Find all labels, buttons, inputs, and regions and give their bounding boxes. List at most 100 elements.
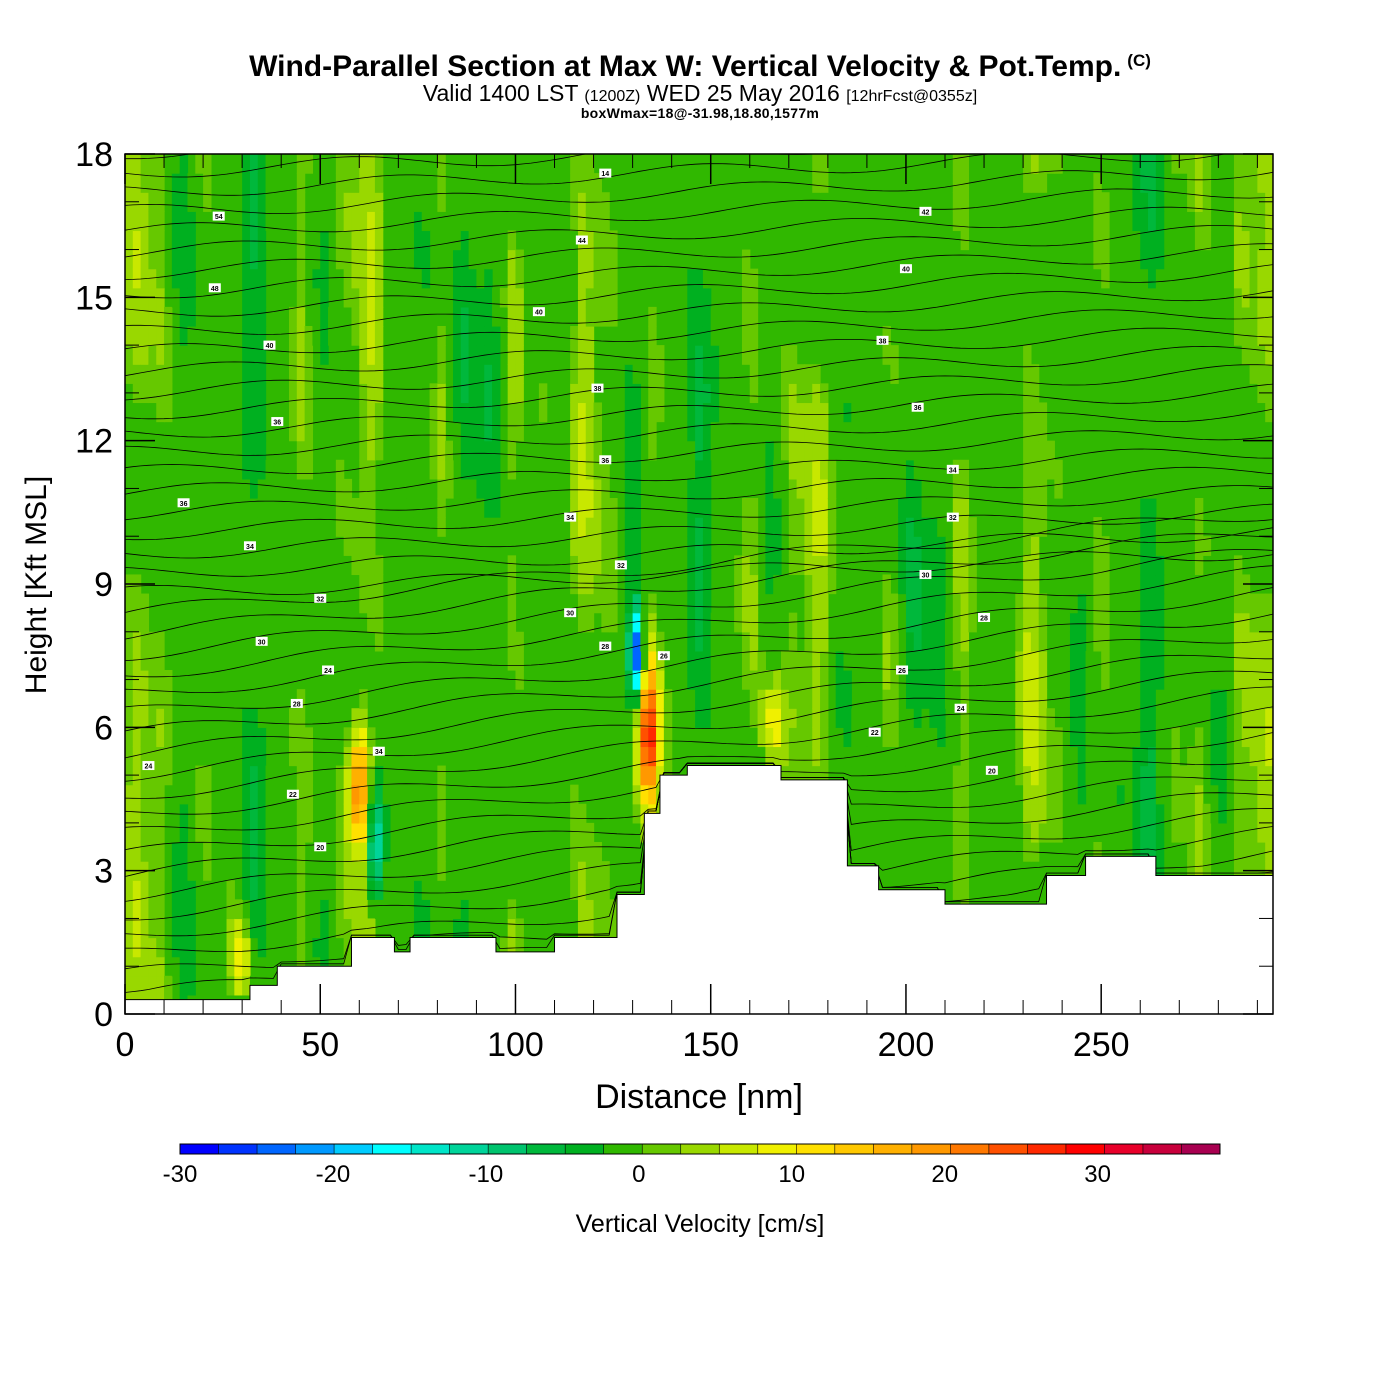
- velocity-cell: [242, 249, 251, 270]
- velocity-cell: [367, 154, 376, 174]
- theta-contour-line: [125, 345, 1273, 401]
- velocity-cell: [687, 498, 696, 518]
- velocity-cell: [1249, 822, 1258, 843]
- velocity-cell: [374, 746, 384, 767]
- velocity-cell: [773, 478, 782, 499]
- velocity-cell: [413, 555, 423, 576]
- velocity-cell: [156, 975, 165, 996]
- velocity-cell: [632, 784, 642, 805]
- velocity-cell: [710, 440, 720, 461]
- velocity-cell: [577, 880, 587, 900]
- velocity-cell: [609, 593, 618, 614]
- velocity-cell: [937, 708, 946, 728]
- velocity-cell: [1116, 173, 1126, 193]
- velocity-cell: [905, 192, 915, 212]
- velocity-cell: [265, 784, 274, 805]
- velocity-cell: [437, 459, 446, 480]
- velocity-cell: [1077, 650, 1087, 671]
- velocity-cell: [773, 498, 782, 518]
- velocity-cell: [171, 192, 181, 212]
- velocity-cell: [234, 975, 243, 996]
- velocity-cell: [1218, 803, 1227, 824]
- velocity-cell: [640, 727, 649, 748]
- theta-label: 26: [898, 668, 906, 675]
- velocity-cell: [1257, 154, 1266, 174]
- velocity-cell: [226, 937, 235, 958]
- velocity-cell: [601, 498, 610, 518]
- theta-contour-line: [125, 613, 1273, 709]
- velocity-cell: [1241, 708, 1251, 728]
- velocity-cell: [320, 364, 329, 384]
- velocity-cell: [624, 364, 634, 384]
- velocity-cell: [242, 211, 251, 232]
- velocity-cell: [921, 593, 930, 614]
- velocity-cell: [390, 192, 399, 212]
- velocity-cell: [921, 268, 930, 289]
- velocity-cell: [453, 306, 462, 327]
- velocity-cell: [1132, 574, 1141, 595]
- velocity-cell: [1233, 670, 1243, 690]
- velocity-cell: [413, 287, 423, 308]
- velocity-cell: [913, 498, 923, 518]
- velocity-cell: [1257, 689, 1266, 709]
- theta-label-bg: [372, 746, 385, 756]
- velocity-cell: [171, 880, 181, 900]
- velocity-cell: [804, 440, 813, 461]
- velocity-cell: [359, 326, 368, 346]
- velocity-cell: [570, 517, 579, 537]
- velocity-cell: [242, 784, 251, 805]
- velocity-cell: [484, 268, 493, 289]
- velocity-cell: [702, 708, 712, 728]
- velocity-cell: [796, 478, 806, 499]
- velocity-cell: [164, 345, 173, 365]
- colorbar-swatch: [1065, 1144, 1105, 1154]
- velocity-cell: [460, 478, 470, 499]
- velocity-cell: [593, 478, 602, 499]
- valid-time-line: Valid 1400 LST (1200Z) WED 25 May 2016 […: [0, 80, 1400, 107]
- velocity-cell: [249, 689, 259, 709]
- velocity-cell: [132, 631, 142, 652]
- velocity-cell: [624, 440, 634, 461]
- velocity-cell: [921, 574, 930, 595]
- velocity-cell: [695, 689, 704, 709]
- velocity-cell: [1257, 364, 1266, 384]
- velocity-cell: [648, 421, 657, 442]
- velocity-cell: [601, 211, 610, 232]
- velocity-cell: [687, 287, 696, 308]
- velocity-cell: [187, 899, 196, 920]
- velocity-cell: [351, 803, 360, 824]
- velocity-cell: [156, 899, 165, 920]
- velocity-cell: [585, 918, 595, 939]
- copyright-mark: (C): [1127, 51, 1151, 70]
- velocity-cell: [585, 345, 595, 365]
- velocity-cell: [1023, 574, 1032, 595]
- velocity-cell: [289, 421, 298, 442]
- velocity-cell: [507, 937, 517, 958]
- velocity-cell: [242, 383, 251, 404]
- velocity-cell: [921, 478, 930, 499]
- valid-date: WED 25 May 2016: [646, 80, 840, 106]
- velocity-cell: [781, 383, 790, 404]
- theta-contour-line: [125, 188, 1273, 233]
- velocity-cell: [585, 842, 595, 862]
- velocity-cell: [960, 555, 970, 576]
- velocity-cell: [1257, 727, 1266, 748]
- velocity-cell: [203, 154, 212, 174]
- velocity-cell: [929, 555, 938, 576]
- velocity-cell: [1101, 650, 1110, 671]
- velocity-cell: [468, 440, 478, 461]
- velocity-cell: [320, 899, 329, 920]
- velocity-cell: [507, 306, 517, 327]
- velocity-cell: [398, 478, 407, 499]
- velocity-cell: [960, 803, 970, 824]
- theta-label-bg: [314, 593, 327, 603]
- velocity-cell: [1023, 612, 1032, 633]
- velocity-cell: [468, 306, 478, 327]
- velocity-cell: [929, 574, 938, 595]
- velocity-cell: [257, 268, 267, 289]
- velocity-cell: [515, 383, 524, 404]
- velocity-cell: [905, 478, 915, 499]
- velocity-cell: [367, 498, 376, 518]
- velocity-cell: [796, 536, 806, 556]
- velocity-cell: [1194, 803, 1204, 824]
